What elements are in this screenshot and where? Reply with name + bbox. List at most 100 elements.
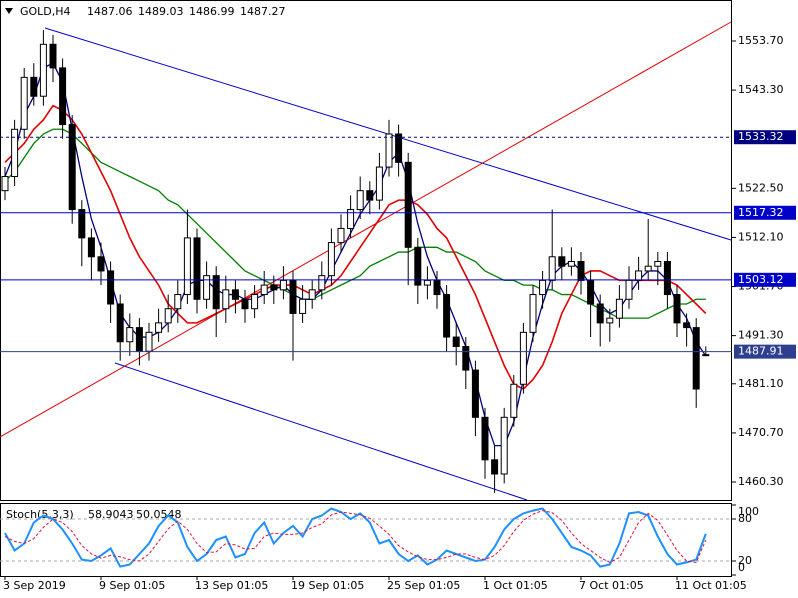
candle-body bbox=[702, 354, 710, 357]
candle-body bbox=[558, 256, 566, 267]
candle-body bbox=[404, 161, 412, 248]
candle-body bbox=[164, 308, 172, 324]
price-label: 1533.32 bbox=[734, 130, 796, 145]
candle-body bbox=[347, 209, 355, 229]
candle-body bbox=[519, 331, 527, 385]
y-tick-label: 1543.30 bbox=[738, 83, 784, 96]
candle-body bbox=[87, 237, 95, 258]
candle-body bbox=[241, 298, 249, 310]
header-low: 1486.99 bbox=[189, 5, 235, 18]
candle-body bbox=[155, 322, 163, 333]
channel-lower bbox=[114, 362, 528, 501]
x-tick-label: 1 Oct 01:05 bbox=[483, 579, 548, 592]
y-tick-label: 1481.10 bbox=[738, 377, 784, 390]
candle-body bbox=[270, 284, 278, 291]
candle-body bbox=[327, 242, 335, 277]
candle-body bbox=[596, 303, 604, 324]
header-high: 1489.03 bbox=[138, 5, 184, 18]
candle-body bbox=[615, 298, 623, 319]
y-tick-label: 1460.30 bbox=[738, 475, 784, 488]
x-tick-label: 7 Oct 01:05 bbox=[579, 579, 644, 592]
candle-body bbox=[539, 279, 547, 296]
symbol: GOLD,H4 bbox=[20, 5, 71, 18]
candle-body bbox=[510, 383, 518, 418]
candle-body bbox=[203, 275, 211, 300]
y-tick-label: 1553.70 bbox=[738, 34, 784, 47]
candle-body bbox=[635, 270, 643, 281]
candle-body bbox=[222, 289, 230, 310]
candle-body bbox=[491, 459, 499, 475]
y-tick-label: 80 bbox=[738, 512, 752, 525]
price-label-text: 1517.32 bbox=[738, 206, 784, 219]
stoch-title: Stoch(5,3,3) bbox=[6, 508, 74, 521]
candle-body bbox=[183, 237, 191, 296]
candle-body bbox=[193, 237, 201, 300]
x-tick-label: 13 Sep 01:05 bbox=[195, 579, 268, 592]
price-label-text: 1533.32 bbox=[738, 130, 784, 143]
price-label-text: 1503.12 bbox=[738, 273, 784, 286]
candle-body bbox=[683, 322, 691, 329]
candle-body bbox=[308, 289, 316, 300]
candle-body bbox=[443, 294, 451, 338]
candle-body bbox=[49, 43, 57, 69]
candle-body bbox=[587, 279, 595, 305]
trend-line bbox=[0, 21, 732, 438]
candle-body bbox=[135, 327, 143, 352]
y-tick-label: 0 bbox=[738, 561, 745, 574]
candle-body bbox=[39, 43, 47, 97]
candle-body bbox=[577, 260, 585, 281]
stoch-line bbox=[4, 510, 707, 563]
x-tick-label: 11 Oct 01:05 bbox=[675, 579, 747, 592]
y-tick-label: 1522.50 bbox=[738, 181, 784, 194]
header-close: 1487.27 bbox=[240, 5, 286, 18]
candle-body bbox=[663, 260, 671, 296]
price-label-box bbox=[734, 205, 796, 220]
candle-body bbox=[20, 76, 28, 130]
x-tick-label: 25 Sep 01:05 bbox=[387, 579, 460, 592]
candle-body bbox=[462, 345, 470, 371]
candle-body bbox=[59, 67, 67, 126]
price-label-box bbox=[734, 130, 796, 145]
header-open: 1487.06 bbox=[87, 5, 133, 18]
price-label-box bbox=[734, 344, 796, 359]
candle-body bbox=[11, 128, 19, 178]
candle-body bbox=[260, 284, 268, 296]
candle-body bbox=[471, 369, 479, 418]
candle-body bbox=[279, 279, 287, 291]
y-tick-label: 20 bbox=[738, 554, 752, 567]
candle-body bbox=[231, 289, 239, 300]
x-tick-label: 9 Sep 01:05 bbox=[99, 579, 165, 592]
candle-body bbox=[500, 416, 508, 475]
candle-body bbox=[366, 190, 374, 201]
price-label-box bbox=[734, 272, 796, 287]
stoch-main: 58.9043 bbox=[88, 508, 134, 521]
candle-body bbox=[356, 190, 364, 211]
candle-body bbox=[567, 260, 575, 267]
candle-body bbox=[395, 133, 403, 163]
candle-body bbox=[644, 265, 652, 272]
x-tick-label: 19 Sep 01:05 bbox=[291, 579, 364, 592]
candle-body bbox=[174, 294, 182, 310]
candle-body bbox=[452, 336, 460, 347]
stoch-line bbox=[4, 507, 707, 568]
candle-body bbox=[337, 227, 345, 244]
candle-body bbox=[30, 76, 38, 97]
candle-body bbox=[548, 256, 556, 281]
price-label: 1487.91 bbox=[734, 344, 796, 359]
moving-average bbox=[4, 104, 707, 390]
candle-body bbox=[318, 275, 326, 291]
candle-body bbox=[625, 279, 633, 300]
candle-body bbox=[299, 298, 307, 314]
candle-body bbox=[116, 303, 124, 343]
price-label-text: 1487.91 bbox=[738, 345, 784, 358]
price-label: 1517.32 bbox=[734, 205, 796, 220]
candle-body bbox=[251, 294, 259, 310]
menu-icon[interactable] bbox=[5, 8, 13, 14]
candle-body bbox=[433, 279, 441, 296]
candle-body bbox=[68, 124, 76, 211]
candle-body bbox=[78, 209, 86, 239]
price-label: 1503.12 bbox=[734, 272, 796, 287]
candle-body bbox=[126, 327, 134, 343]
candle-body bbox=[212, 275, 220, 310]
